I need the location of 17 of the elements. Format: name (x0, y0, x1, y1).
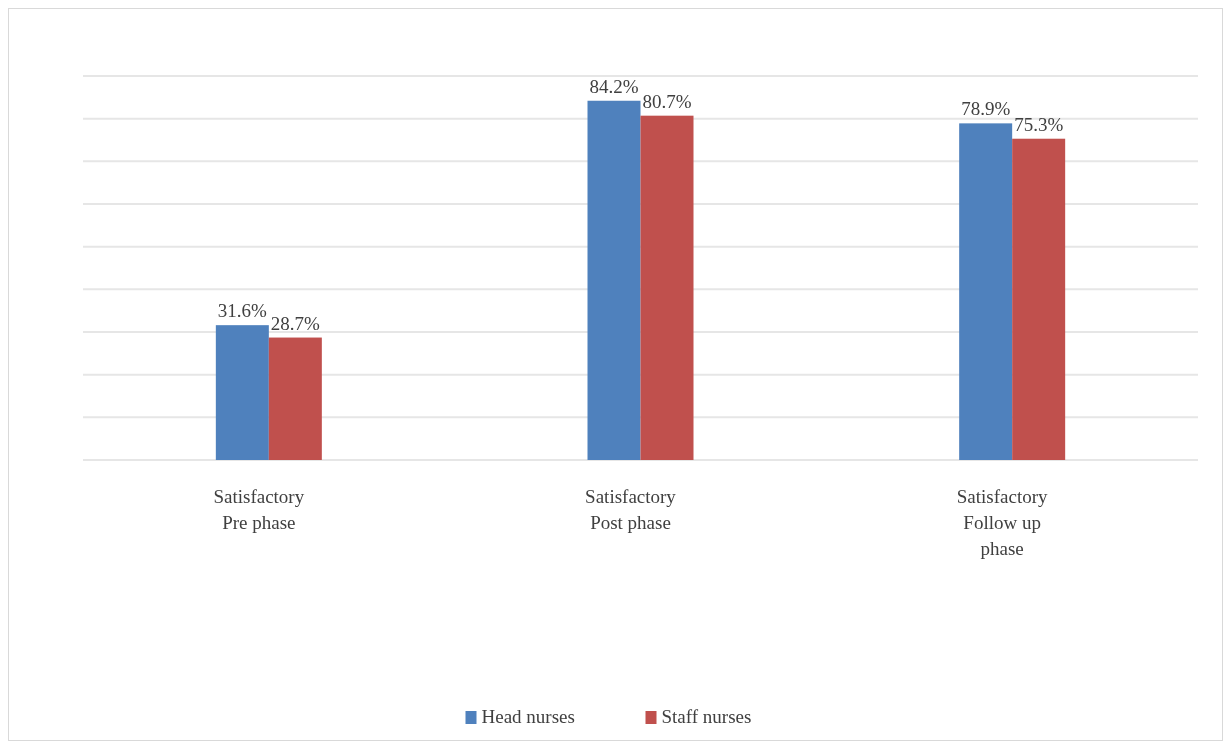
x-tick-label: Satisfactory Pre phase (213, 486, 305, 533)
bar (1012, 138, 1066, 460)
data-label: 28.7% (270, 312, 321, 334)
legend-label: Head nurses (481, 706, 575, 727)
data-label: 75.3% (1014, 113, 1064, 135)
bar (640, 115, 694, 460)
data-label: 80.7% (642, 90, 692, 112)
bar (268, 337, 322, 460)
bar (959, 123, 1013, 460)
data-label: 78.9% (961, 98, 1011, 120)
data-label: 31.6% (217, 300, 268, 322)
legend-label: Staff nurses (661, 706, 752, 727)
data-label: 84.2% (589, 75, 639, 97)
x-tick-label: Satisfactory Post phase (585, 486, 677, 533)
x-tick-label: Satisfactory Follow up phase (956, 486, 1049, 559)
bar (215, 325, 269, 460)
bar (587, 100, 641, 460)
